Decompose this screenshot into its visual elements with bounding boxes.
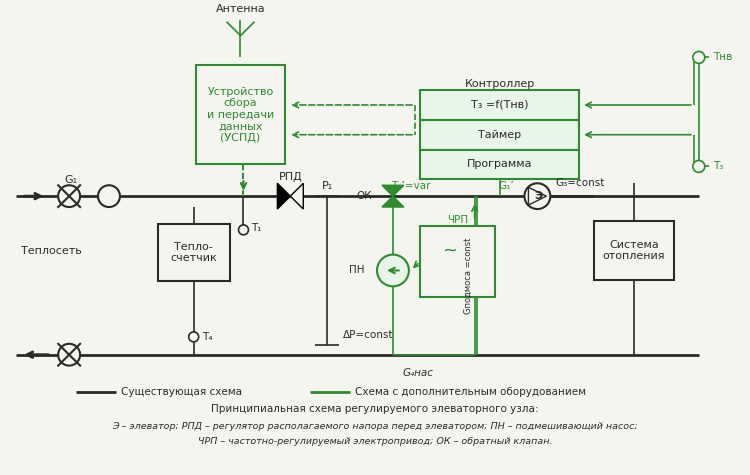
- Circle shape: [693, 51, 705, 63]
- Text: Tнв: Tнв: [712, 52, 732, 62]
- Circle shape: [58, 344, 80, 366]
- Bar: [420, 150, 579, 179]
- Circle shape: [98, 185, 120, 207]
- Circle shape: [58, 185, 80, 207]
- Text: T₃: T₃: [712, 162, 723, 171]
- Bar: [196, 66, 285, 164]
- Text: Принципиальная схема регулируемого элеваторного узла:: Принципиальная схема регулируемого элева…: [211, 404, 538, 414]
- Text: Таймер: Таймер: [478, 130, 521, 140]
- Text: ~: ~: [442, 242, 457, 260]
- Text: G₄нас: G₄нас: [403, 368, 434, 378]
- Text: T₄: T₄: [202, 332, 212, 342]
- Text: Существующая схема: Существующая схема: [121, 387, 242, 398]
- Text: Программа: Программа: [466, 160, 532, 170]
- Text: ЧРП: ЧРП: [447, 215, 468, 225]
- Bar: [158, 224, 230, 281]
- Polygon shape: [382, 185, 404, 196]
- Text: G₁’: G₁’: [498, 181, 514, 191]
- Text: Система
отопления: Система отопления: [603, 240, 665, 261]
- Circle shape: [377, 255, 409, 286]
- Text: Gподмоса =const: Gподмоса =const: [464, 237, 473, 314]
- Polygon shape: [382, 196, 404, 207]
- Text: Схема с дополнительным оборудованием: Схема с дополнительным оборудованием: [355, 387, 586, 398]
- Text: Устройство
сбора
и передачи
данных
(УСПД): Устройство сбора и передачи данных (УСПД…: [207, 86, 274, 143]
- Circle shape: [693, 161, 705, 172]
- Bar: [420, 226, 494, 297]
- Text: Э – элеватор; РПД – регулятор располагаемого напора перед элеватором; ПН – подме: Э – элеватор; РПД – регулятор располагае…: [112, 421, 638, 430]
- Text: ΔP=const: ΔP=const: [343, 330, 394, 340]
- Bar: [420, 120, 579, 150]
- Text: РПД: РПД: [278, 172, 302, 182]
- Polygon shape: [290, 183, 303, 209]
- Circle shape: [238, 225, 248, 235]
- Text: G₃=const: G₃=const: [555, 178, 604, 188]
- Polygon shape: [278, 183, 290, 209]
- Text: Э: Э: [534, 191, 542, 201]
- Text: G₁: G₁: [64, 175, 78, 185]
- Text: Контроллер: Контроллер: [464, 79, 535, 89]
- Text: Антенна: Антенна: [216, 4, 266, 14]
- Bar: [420, 90, 579, 120]
- Circle shape: [189, 332, 199, 342]
- Text: Теплосеть: Теплосеть: [21, 246, 82, 256]
- Text: Тепло-
счетчик: Тепло- счетчик: [170, 242, 217, 264]
- Circle shape: [524, 183, 550, 209]
- Text: ОК: ОК: [356, 191, 372, 201]
- Bar: [594, 221, 674, 280]
- Polygon shape: [529, 187, 546, 205]
- Text: T₁: T₁: [251, 223, 262, 233]
- Text: P₁: P₁: [322, 181, 333, 191]
- Text: ЧРП – частотно-регулируемый электропривод; ОК – обратный клапан.: ЧРП – частотно-регулируемый электроприво…: [198, 437, 552, 446]
- Text: T₃ =f(Tнв): T₃ =f(Tнв): [471, 100, 528, 110]
- Text: T₁’=var: T₁’=var: [391, 181, 430, 191]
- Text: ПН: ПН: [350, 266, 364, 276]
